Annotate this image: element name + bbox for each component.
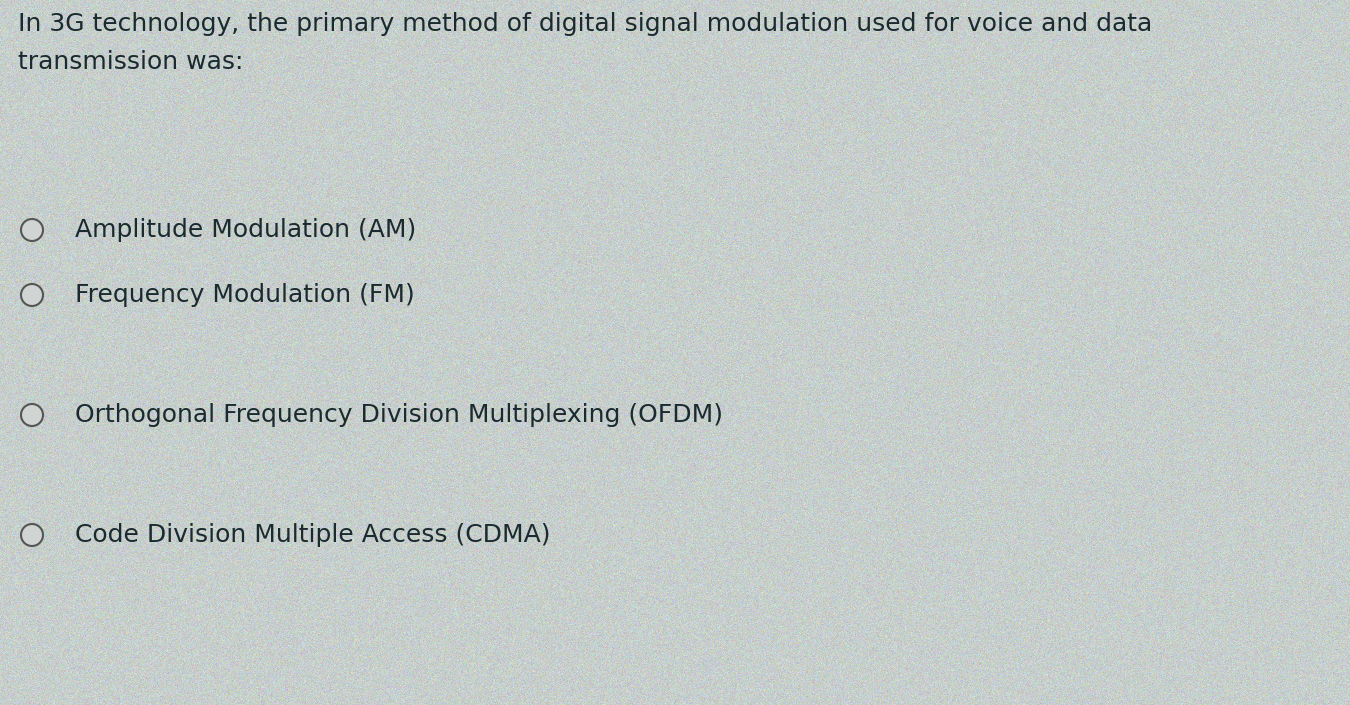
Ellipse shape — [22, 524, 43, 546]
Text: Orthogonal Frequency Division Multiplexing (OFDM): Orthogonal Frequency Division Multiplexi… — [76, 403, 724, 427]
Text: In 3G technology, the primary method of digital signal modulation used for voice: In 3G technology, the primary method of … — [18, 12, 1153, 36]
Text: transmission was:: transmission was: — [18, 50, 243, 74]
Ellipse shape — [22, 284, 43, 306]
Ellipse shape — [22, 404, 43, 426]
Text: Code Division Multiple Access (CDMA): Code Division Multiple Access (CDMA) — [76, 523, 551, 547]
Text: Amplitude Modulation (AM): Amplitude Modulation (AM) — [76, 218, 416, 242]
Ellipse shape — [22, 219, 43, 241]
Text: Frequency Modulation (FM): Frequency Modulation (FM) — [76, 283, 414, 307]
